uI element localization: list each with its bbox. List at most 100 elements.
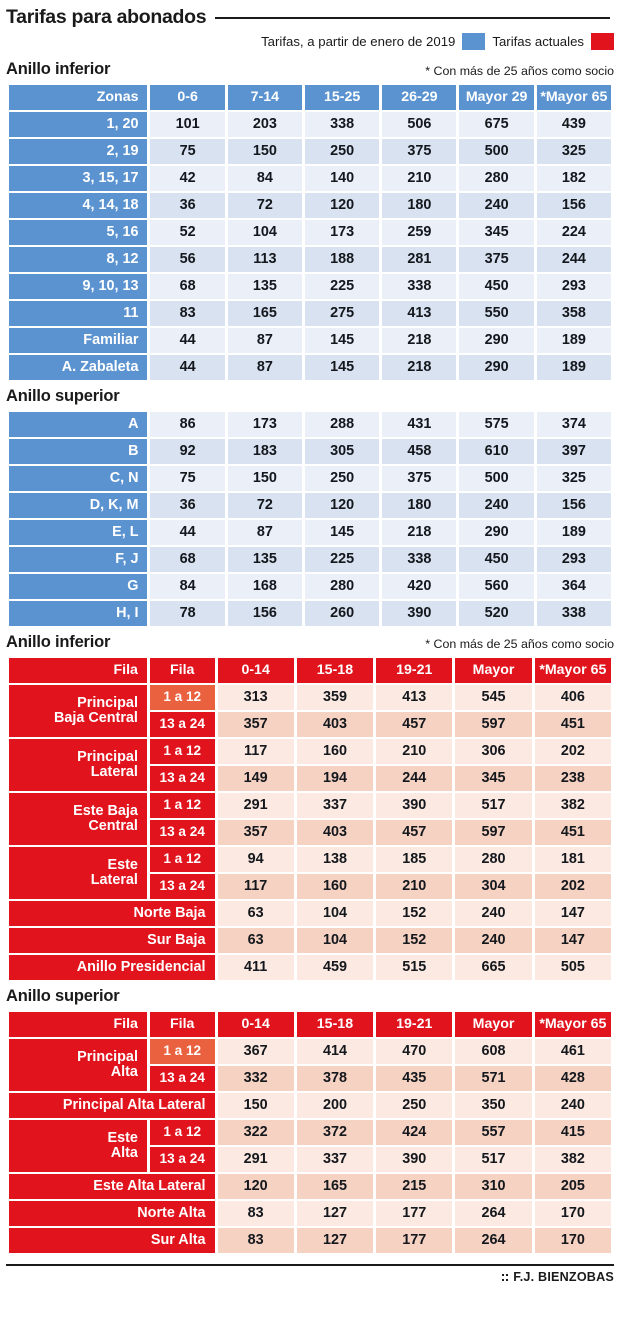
cell-value: 63 bbox=[217, 901, 294, 926]
cell-value: 358 bbox=[536, 301, 611, 326]
section-head-blue-superior: Anillo superior bbox=[6, 382, 614, 410]
cell-value: 156 bbox=[536, 493, 611, 518]
table-header-row: Fila Fila 0-14 15-18 19-21 Mayor *Mayor 65 bbox=[9, 1012, 611, 1037]
table-row: Familiar 44 87 145 218 290 189 bbox=[9, 328, 611, 353]
cell-value: 117 bbox=[217, 739, 294, 764]
cell-value: 72 bbox=[227, 493, 302, 518]
cell-value: 451 bbox=[534, 712, 611, 737]
section-head-red-superior: Anillo superior bbox=[6, 982, 614, 1010]
table-row: Anillo Presidencial 411 459 515 665 505 bbox=[9, 955, 611, 980]
cell-value: 357 bbox=[217, 820, 294, 845]
cell-value: 517 bbox=[455, 1147, 532, 1172]
row-group-label-line: Este Baja bbox=[73, 802, 138, 819]
cell-value: 288 bbox=[304, 412, 380, 437]
cell-value: 44 bbox=[150, 520, 225, 545]
table-row: Principal Alta Lateral 150 200 250 350 240 bbox=[9, 1093, 611, 1118]
cell-value: 156 bbox=[227, 601, 302, 626]
cell-value: 101 bbox=[150, 112, 225, 137]
row-group-label: Este Lateral bbox=[9, 847, 147, 899]
cell-value: 165 bbox=[227, 301, 302, 326]
cell-value: 173 bbox=[304, 220, 380, 245]
section-title: Anillo superior bbox=[6, 387, 120, 405]
cell-value: 135 bbox=[227, 274, 302, 299]
table-row: E, L 44 87 145 218 290 189 bbox=[9, 520, 611, 545]
row-sub-label: 1 a 12 bbox=[149, 685, 215, 710]
cell-value: 264 bbox=[455, 1201, 532, 1226]
table-row: 2, 19 75 150 250 375 500 325 bbox=[9, 139, 611, 164]
cell-value: 244 bbox=[536, 247, 611, 272]
cell-value: 259 bbox=[382, 220, 457, 245]
row-label: 5, 16 bbox=[9, 220, 148, 245]
table-row: Principal Alta 1 a 12 367 414 470 608 461 bbox=[9, 1039, 611, 1091]
col-header-4: 26-29 bbox=[382, 85, 457, 110]
table-row: 11 83 165 275 413 550 358 bbox=[9, 301, 611, 326]
row-group-label: Principal Alta bbox=[9, 1039, 147, 1091]
cell-value: 147 bbox=[534, 928, 611, 953]
table-row: Este Alta Lateral 120 165 215 310 205 bbox=[9, 1174, 611, 1199]
row-label: A bbox=[9, 412, 148, 437]
cell-value: 459 bbox=[296, 955, 374, 980]
cell-value: 75 bbox=[150, 139, 225, 164]
cell-value: 63 bbox=[217, 928, 294, 953]
row-group-label-line: Central bbox=[88, 818, 138, 834]
col-header-3: 15-18 bbox=[296, 1012, 374, 1037]
cell-value: 203 bbox=[227, 112, 302, 137]
row-group-label-line: Principal Alta Lateral bbox=[62, 1096, 206, 1113]
table-row: 13 a 24 149 194 244 345 238 bbox=[9, 766, 611, 791]
cell-value: 280 bbox=[459, 166, 534, 191]
cell-value: 168 bbox=[227, 574, 302, 599]
cell-value: 104 bbox=[296, 901, 374, 926]
cell-value: 177 bbox=[376, 1228, 453, 1253]
table-red-inferior: Fila Fila 0-14 15-18 19-21 Mayor *Mayor 65 Prin… bbox=[6, 656, 614, 982]
cell-value: 87 bbox=[227, 520, 302, 545]
cell-value: 305 bbox=[304, 439, 380, 464]
row-group-label: Principal Baja Central bbox=[9, 685, 147, 737]
table-row: 13 a 24 332 378 435 571 428 bbox=[9, 1066, 611, 1091]
section-note: * Con más de 25 años como socio bbox=[425, 637, 614, 651]
cell-value: 240 bbox=[534, 1093, 611, 1118]
row-label: 1, 20 bbox=[9, 112, 148, 137]
cell-value: 240 bbox=[459, 493, 534, 518]
row-label: Familiar bbox=[9, 328, 148, 353]
cell-value: 397 bbox=[536, 439, 611, 464]
cell-value: 250 bbox=[304, 466, 380, 491]
row-label: H, I bbox=[9, 601, 148, 626]
col-header-2: 7-14 bbox=[227, 85, 302, 110]
cell-value: 52 bbox=[150, 220, 225, 245]
cell-value: 68 bbox=[150, 547, 225, 572]
cell-value: 520 bbox=[459, 601, 534, 626]
table-row: 8, 12 56 113 188 281 375 244 bbox=[9, 247, 611, 272]
cell-value: 180 bbox=[382, 493, 457, 518]
cell-value: 177 bbox=[376, 1201, 453, 1226]
cell-value: 173 bbox=[227, 412, 302, 437]
cell-value: 413 bbox=[382, 301, 457, 326]
cell-value: 113 bbox=[227, 247, 302, 272]
row-group-label: Principal Lateral bbox=[9, 739, 147, 791]
table-row: 1, 20 101 203 338 506 675 439 bbox=[9, 112, 611, 137]
table-row: Sur Baja 63 104 152 240 147 bbox=[9, 928, 611, 953]
cell-value: 36 bbox=[150, 493, 225, 518]
row-label: D, K, M bbox=[9, 493, 148, 518]
table-row: Norte Baja 63 104 152 240 147 bbox=[9, 901, 611, 926]
cell-value: 403 bbox=[296, 820, 374, 845]
cell-value: 406 bbox=[534, 685, 611, 710]
row-group-label-line: Este bbox=[107, 856, 138, 873]
row-label: E, L bbox=[9, 520, 148, 545]
row-sub-label: 13 a 24 bbox=[149, 766, 215, 791]
sections-host: Anillo inferior * Con más de 25 años como… bbox=[6, 55, 614, 1255]
row-group-label-line: Este bbox=[107, 1129, 138, 1146]
table-row: Principal Lateral 1 a 12 117 160 210 306 202 bbox=[9, 739, 611, 791]
row-label: 11 bbox=[9, 301, 148, 326]
cell-value: 240 bbox=[455, 928, 532, 953]
cell-value: 147 bbox=[534, 901, 611, 926]
cell-value: 280 bbox=[455, 847, 532, 872]
row-label: 8, 12 bbox=[9, 247, 148, 272]
row-group-label-line: Anillo Presidencial bbox=[76, 958, 206, 975]
cell-value: 506 bbox=[382, 112, 457, 137]
cell-value: 87 bbox=[227, 355, 302, 380]
cell-value: 338 bbox=[382, 547, 457, 572]
row-group-label-line: Baja Central bbox=[53, 710, 138, 726]
cell-value: 290 bbox=[459, 328, 534, 353]
cell-value: 597 bbox=[455, 820, 532, 845]
cell-value: 457 bbox=[376, 712, 453, 737]
